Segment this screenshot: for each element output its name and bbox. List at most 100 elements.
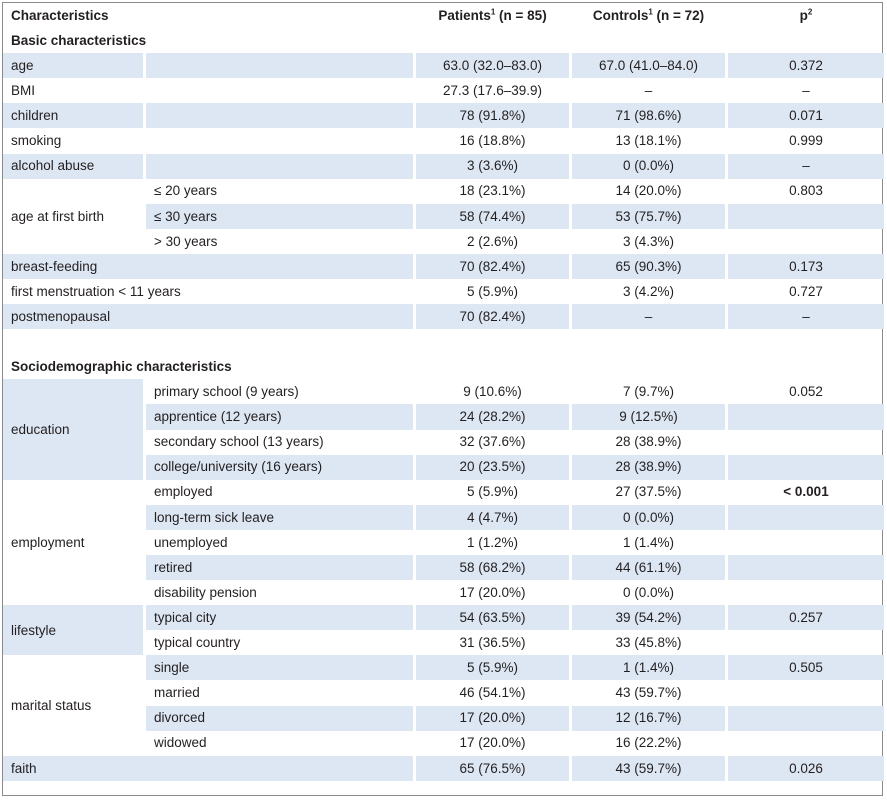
section-row-socio: Sociodemographic characteristics xyxy=(3,354,884,379)
cell-controls: 39 (54.2%) xyxy=(572,605,728,631)
table-row: breast-feeding 70 (82.4%) 65 (90.3%) 0.1… xyxy=(3,253,884,280)
cell-patients: 63.0 (32.0–83.0) xyxy=(416,53,572,79)
row-sub: typical country xyxy=(146,630,416,656)
cell-patients: 70 (82.4%) xyxy=(416,304,572,330)
cell-patients: 32 (37.6%) xyxy=(416,429,572,455)
cell-p: 0.803 xyxy=(789,183,823,199)
table-row: long-term sick leave 4 (4.7%) 0 (0.0%) xyxy=(3,504,884,530)
cell-p xyxy=(728,731,884,756)
cell-patients: 5 (5.9%) xyxy=(416,279,572,305)
table-row: children 78 (91.8%) 71 (98.6%) 0.071 xyxy=(3,103,884,129)
cell-p xyxy=(728,454,884,480)
cell-patients: 18 (23.1%) xyxy=(416,178,572,204)
cell-p: – xyxy=(802,83,810,99)
cell-patients: 20 (23.5%) xyxy=(416,454,572,480)
cell-controls: 28 (38.9%) xyxy=(572,454,728,480)
section-row-basic: Basic characteristics xyxy=(3,28,884,53)
row-label: marital status xyxy=(3,655,146,756)
table-row: alcohol abuse 3 (3.6%) 0 (0.0%) – xyxy=(3,153,884,179)
cell-p xyxy=(728,580,884,605)
table-row: ≤ 30 years 58 (74.4%) 53 (75.7%) xyxy=(3,203,884,229)
row-label: first menstruation < 11 years xyxy=(3,279,416,305)
table-row: age 63.0 (32.0–83.0) 67.0 (41.0–84.0) 0.… xyxy=(3,53,884,79)
section-title-socio: Sociodemographic characteristics xyxy=(11,359,232,375)
row-sub: married xyxy=(146,680,416,706)
cell-patients: 31 (36.5%) xyxy=(416,630,572,656)
cell-patients: 27.3 (17.6–39.9) xyxy=(416,78,572,104)
cell-controls: 3 (4.3%) xyxy=(572,228,728,254)
table-row: > 30 years 2 (2.6%) 3 (4.3%) xyxy=(3,228,884,254)
cell-patients: 5 (5.9%) xyxy=(416,655,572,681)
table-row: education primary school (9 years) 9 (10… xyxy=(3,379,884,480)
spacer-cell xyxy=(3,329,884,354)
row-sub: retired xyxy=(146,554,416,581)
cell-controls: – xyxy=(572,304,728,330)
cell-patients: 70 (82.4%) xyxy=(416,253,572,280)
cell-controls: 16 (22.2%) xyxy=(572,730,728,756)
cell-p xyxy=(728,404,884,430)
row-sub xyxy=(146,78,416,104)
cell-p xyxy=(728,554,884,581)
header-characteristics: Characteristics xyxy=(3,3,416,29)
row-sub: disability pension xyxy=(146,580,416,606)
cell-controls: 12 (16.7%) xyxy=(572,705,728,731)
table-row: typical country 31 (36.5%) 33 (45.8%) xyxy=(3,630,884,656)
table-row: apprentice (12 years) 24 (28.2%) 9 (12.5… xyxy=(3,404,884,430)
cell-controls: – xyxy=(572,78,728,104)
table-row: retired 58 (68.2%) 44 (61.1%) xyxy=(3,554,884,581)
cell-p: 0.026 xyxy=(728,755,884,781)
cell-controls: 65 (90.3%) xyxy=(572,253,728,280)
cell-p xyxy=(728,203,884,229)
cell-controls: 1 (1.4%) xyxy=(572,655,728,681)
row-sub: > 30 years xyxy=(146,228,416,254)
table-row: secondary school (13 years) 32 (37.6%) 2… xyxy=(3,429,884,455)
row-label: postmenopausal xyxy=(3,304,416,330)
cell-p: < 0.001 xyxy=(783,484,829,500)
cell-p: 0.071 xyxy=(728,103,884,129)
row-sub: widowed xyxy=(146,730,416,756)
table-row: unemployed 1 (1.2%) 1 (1.4%) xyxy=(3,529,884,555)
cell-patients: 58 (68.2%) xyxy=(416,554,572,581)
row-label: age at first birth xyxy=(3,178,146,254)
cell-controls: 9 (12.5%) xyxy=(572,404,728,430)
cell-patients: 9 (10.6%) xyxy=(416,379,572,405)
cell-patients: 3 (3.6%) xyxy=(416,153,572,179)
cell-patients: 2 (2.6%) xyxy=(416,228,572,254)
cell-patients: 24 (28.2%) xyxy=(416,404,572,430)
cell-p xyxy=(728,530,884,555)
cell-p: – xyxy=(728,153,884,179)
row-sub xyxy=(146,128,416,154)
cell-controls: 0 (0.0%) xyxy=(572,580,728,606)
cell-controls: 43 (59.7%) xyxy=(572,755,728,781)
cell-patients: 78 (91.8%) xyxy=(416,103,572,129)
row-sub: employed xyxy=(146,479,416,505)
table-row: BMI 27.3 (17.6–39.9) – – xyxy=(3,78,884,104)
cell-p xyxy=(728,504,884,530)
cell-p: 0.505 xyxy=(728,655,884,681)
cell-p: 0.052 xyxy=(789,384,823,400)
table-row: marital status single 5 (5.9%) 1 (1.4%) … xyxy=(3,655,884,756)
row-sub: unemployed xyxy=(146,529,416,555)
cell-controls: 28 (38.9%) xyxy=(572,429,728,455)
cell-controls: 0 (0.0%) xyxy=(572,153,728,179)
cell-controls: 1 (1.4%) xyxy=(572,529,728,555)
cell-controls: 53 (75.7%) xyxy=(572,203,728,229)
table-row: widowed 17 (20.0%) 16 (22.2%) xyxy=(3,730,884,756)
cell-p: – xyxy=(728,304,884,330)
cell-controls: 44 (61.1%) xyxy=(572,554,728,581)
table-row: disability pension 17 (20.0%) 0 (0.0%) xyxy=(3,580,884,606)
cell-controls: 14 (20.0%) xyxy=(572,178,728,204)
cell-p xyxy=(728,430,884,455)
cell-controls: 27 (37.5%) xyxy=(572,479,728,505)
cell-controls: 0 (0.0%) xyxy=(572,504,728,530)
cell-p xyxy=(728,229,884,254)
row-sub: primary school (9 years) xyxy=(146,379,416,405)
row-sub xyxy=(146,153,416,179)
header-row: Characteristics Patients1 (n = 85) Contr… xyxy=(3,3,884,29)
cell-patients: 5 (5.9%) xyxy=(416,479,572,505)
cell-patients: 46 (54.1%) xyxy=(416,680,572,706)
characteristics-table: Characteristics Patients1 (n = 85) Contr… xyxy=(3,3,884,781)
row-label: lifestyle xyxy=(3,605,146,656)
cell-patients: 17 (20.0%) xyxy=(416,705,572,731)
